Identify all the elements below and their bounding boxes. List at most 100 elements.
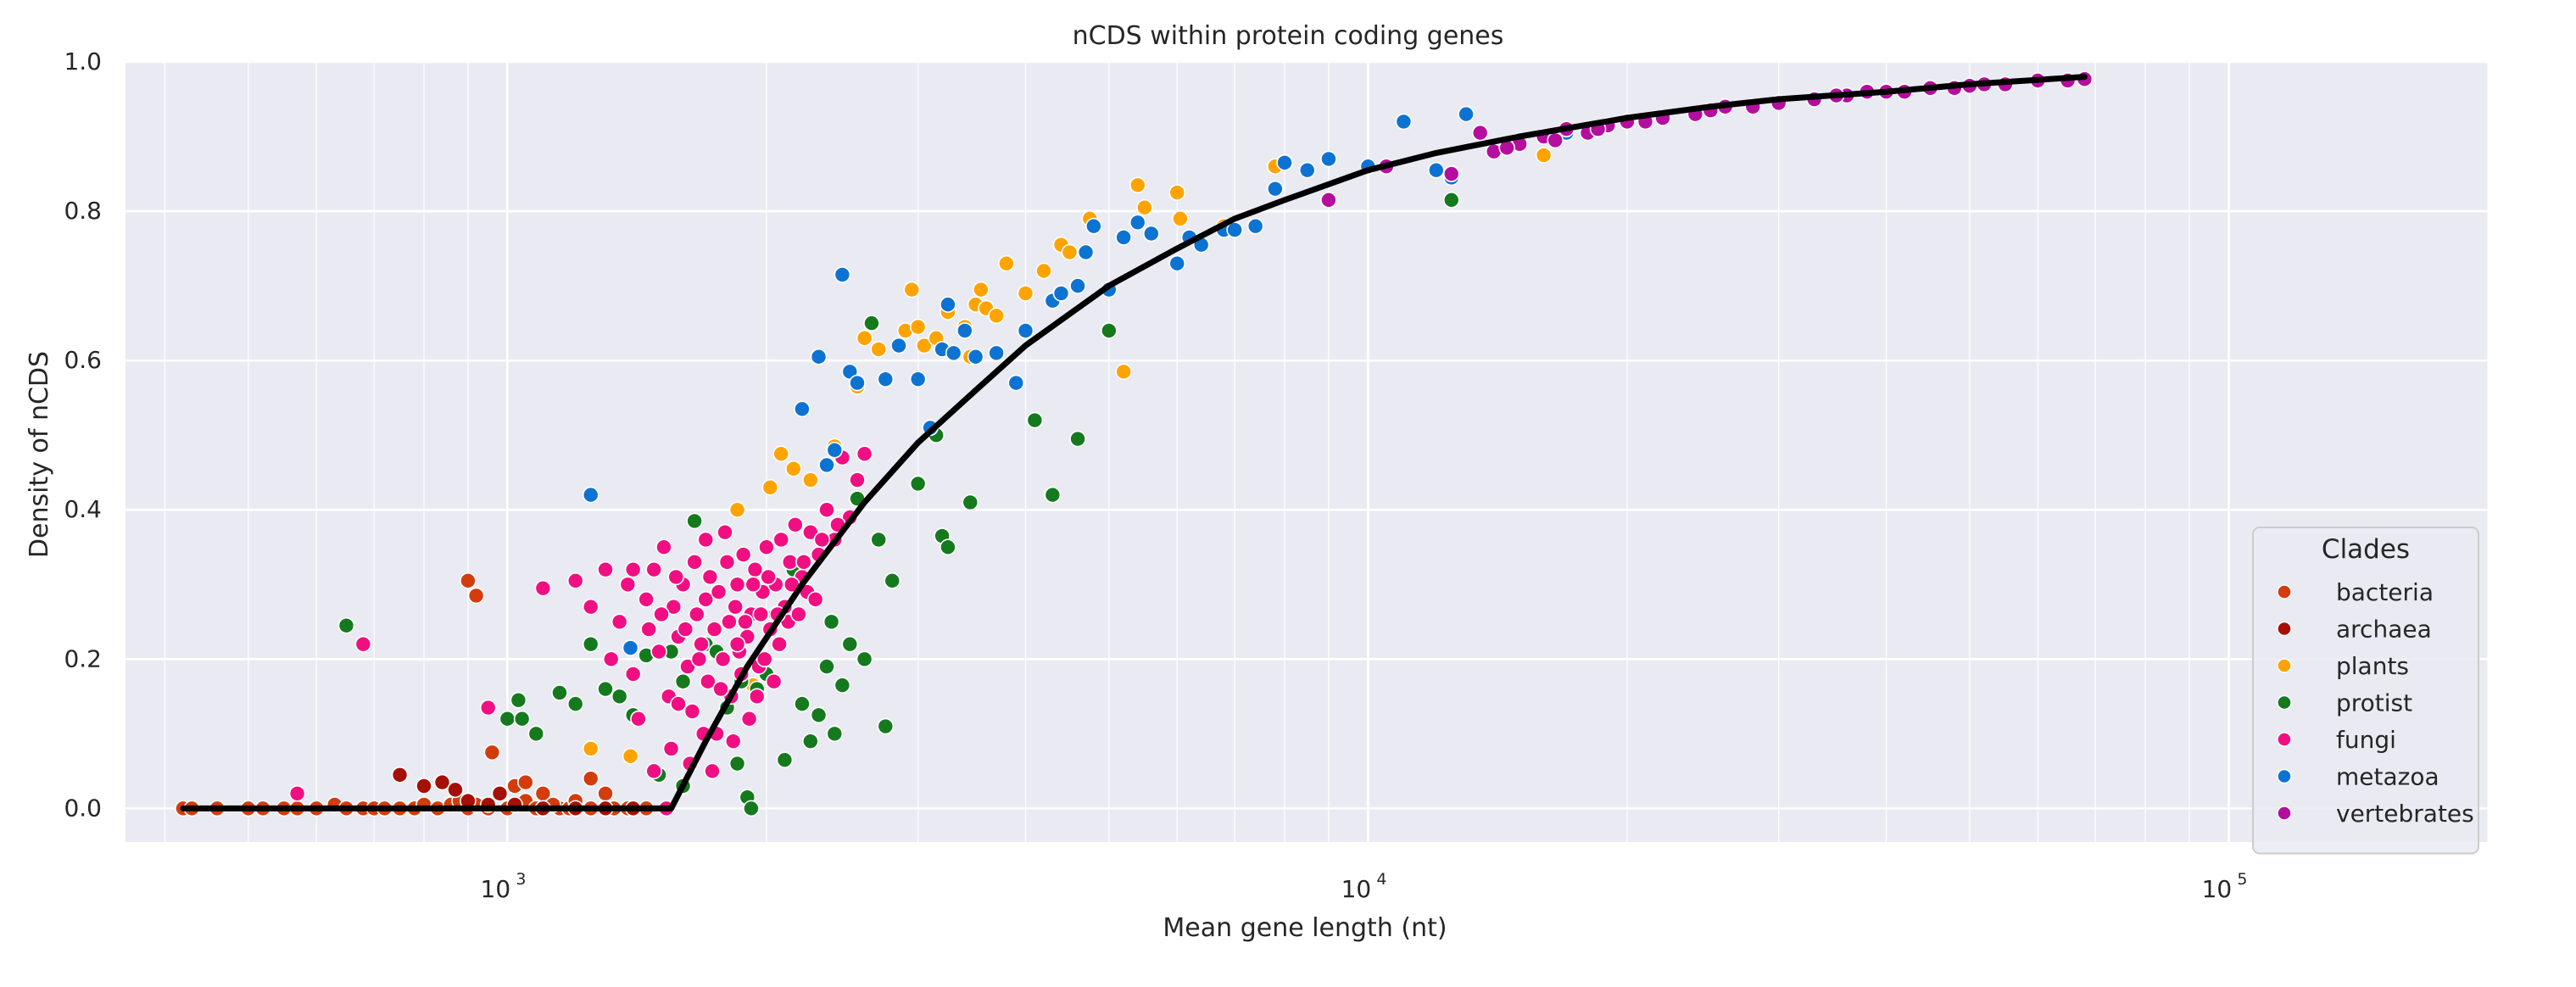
data-point-metazoa [940,296,956,313]
data-point-protist [870,531,888,549]
legend-item-protist: protist [2277,689,2412,717]
data-point-protist [884,572,901,589]
data-point-fungi [645,560,662,578]
data-point-protist [794,695,811,712]
data-point-fungi [288,784,306,802]
data-point-plants [903,281,921,298]
x-tick-exponent: 5 [2237,870,2247,889]
data-point-fungi [728,576,746,594]
legend-item-vertebrates: vertebrates [2277,800,2474,828]
data-point-fungi [781,554,799,571]
data-point-fungi [714,650,732,668]
data-point-fungi [686,554,703,571]
legend-item-bacteria: bacteria [2277,578,2434,606]
data-point-protist [776,751,794,768]
data-point-metazoa [1077,243,1095,261]
legend-label: fungi [2336,726,2396,754]
data-point-fungi [650,643,667,661]
data-point-fungi [772,531,790,549]
data-point-fungi [611,613,628,631]
data-point-fungi [683,703,701,720]
legend-label: vertebrates [2336,800,2474,828]
legend-box [2252,527,2479,855]
data-point-metazoa [1085,217,1102,235]
data-point-fungi [724,733,742,750]
data-point-protist [841,635,859,653]
data-point-bacteria [517,773,534,791]
data-point-metazoa [956,322,973,339]
x-tick-exponent: 3 [516,870,526,889]
data-point-fungi [727,598,744,616]
data-point-fungi [700,672,716,690]
data-point-fungi [701,568,719,586]
data-point-metazoa [1115,229,1132,246]
data-point-fungi [737,613,754,631]
data-point-metazoa [1007,374,1025,392]
data-point-fungi [665,598,683,616]
data-point-vertebrates [1320,192,1337,209]
data-point-protist [527,725,545,743]
data-point-protist [510,691,527,709]
gridlines [125,60,2489,842]
x-tick-exponent: 4 [1376,870,1386,889]
data-point-fungi [802,523,819,541]
data-point-metazoa [1298,161,1316,179]
data-point-fungi [677,621,694,638]
data-point-protist [822,613,840,631]
data-point-fungi [704,762,721,780]
data-point-metazoa [1427,161,1445,179]
data-point-plants [1017,285,1034,302]
data-point-metazoa [1276,154,1293,171]
y-tick-label: 0.0 [64,794,102,822]
chart-title: nCDS within protein coding genes [1073,21,1504,51]
data-point-fungi [748,688,766,705]
data-point-metazoa [1129,214,1146,231]
data-point-fungi [697,591,715,608]
data-point-fungi [640,621,657,638]
data-point-vertebrates [1442,165,1460,182]
data-point-plants [1535,147,1553,164]
data-point-fungi [716,523,733,541]
legend-label: protist [2336,689,2412,717]
data-point-plants [856,329,873,347]
legend-item-plants: plants [2277,652,2409,680]
data-point-protist [834,677,851,694]
data-point-protist [551,684,568,701]
data-point-metazoa [826,441,844,459]
data-point-protist [877,717,895,735]
data-point-fungi [710,583,728,600]
data-point-fungi [655,538,672,556]
data-point-bacteria [467,587,485,605]
data-point-metazoa [622,639,639,656]
data-point-fungi [619,576,637,594]
data-point-metazoa [1267,180,1284,198]
data-point-fungi [479,699,497,717]
data-point-protist [1044,486,1062,504]
data-point-protist [826,725,844,743]
x-tick-label: 10 [2202,875,2233,903]
data-point-fungi [624,666,642,683]
data-point-fungi [566,572,584,589]
data-point-plants [802,471,819,488]
data-point-fungi [795,554,812,571]
data-point-protist [611,688,628,705]
data-point-protist [1442,192,1460,209]
data-point-fungi [630,710,647,728]
data-point-metazoa [1143,225,1160,243]
data-point-protist [728,755,746,772]
data-point-plants [1035,262,1052,280]
data-point-archaea [491,784,509,802]
data-point-fungi [760,568,777,586]
data-point-protist [818,658,835,675]
data-point-fungi [752,605,770,623]
data-point-metazoa [1320,150,1337,168]
data-point-plants [998,254,1015,272]
y-tick-label: 0.6 [64,346,102,374]
fit-curve [180,74,2088,811]
data-point-metazoa [1458,105,1475,123]
data-point-protist [597,680,614,698]
data-point-fungi [688,605,705,623]
data-point-fungi [856,445,873,463]
data-point-metazoa [909,371,927,388]
data-point-metazoa [945,344,962,362]
